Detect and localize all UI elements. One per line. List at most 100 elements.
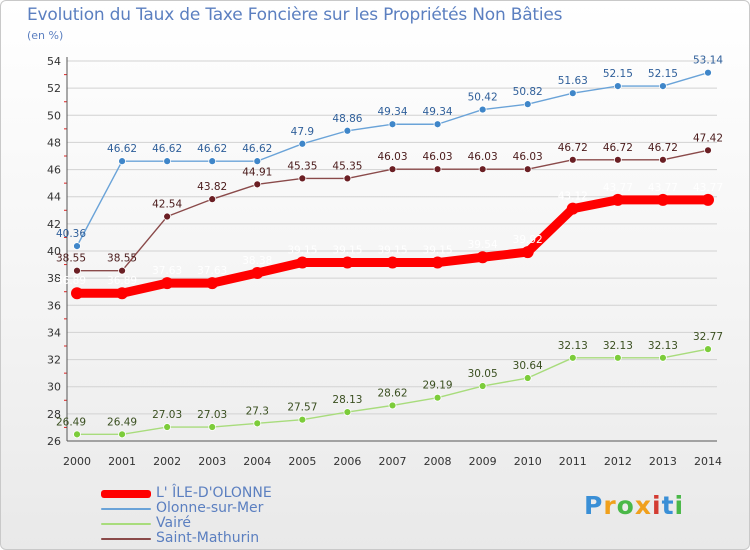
data-point — [431, 256, 444, 269]
data-label: 43.77 — [693, 182, 723, 194]
y-tick-label: 48 — [47, 136, 61, 149]
y-tick-label: 36 — [47, 299, 61, 312]
data-point — [341, 256, 354, 269]
data-label: 32.13 — [603, 340, 633, 352]
legend-swatch — [101, 523, 151, 525]
data-point — [613, 353, 622, 362]
data-point — [208, 195, 217, 204]
data-point — [704, 68, 712, 77]
data-label: 43.82 — [197, 181, 227, 193]
data-point — [118, 266, 126, 275]
data-point — [568, 353, 577, 362]
data-point — [118, 157, 126, 166]
x-tick-label: 2014 — [694, 455, 722, 468]
data-point — [433, 165, 442, 174]
data-label: 50.82 — [513, 86, 543, 98]
y-tick-label: 54 — [47, 55, 61, 68]
data-point — [478, 165, 487, 174]
brand-letter: o — [616, 491, 635, 520]
y-tick-label: 28 — [47, 408, 61, 421]
data-label: 52.15 — [648, 68, 678, 80]
data-label: 46.62 — [152, 143, 182, 155]
data-label: 46.62 — [107, 143, 137, 155]
y-tick-label: 52 — [47, 82, 61, 95]
legend-swatch — [101, 508, 151, 510]
data-label: 46.03 — [423, 151, 453, 163]
data-label: 46.03 — [513, 151, 543, 163]
data-point — [118, 430, 126, 439]
data-point — [163, 157, 172, 166]
y-tick-label: 40 — [47, 245, 61, 258]
x-tick-label: 2011 — [559, 455, 587, 468]
data-label: 46.03 — [468, 151, 498, 163]
data-point — [298, 415, 307, 424]
data-label: 37.63 — [152, 265, 182, 277]
data-point — [566, 202, 579, 215]
data-point — [568, 155, 577, 164]
x-tick-label: 2004 — [243, 455, 271, 468]
data-label: 47.42 — [693, 132, 723, 144]
data-point — [388, 165, 397, 174]
data-point — [251, 266, 264, 279]
legend-swatch — [101, 538, 151, 540]
data-label: 43.77 — [603, 182, 633, 194]
data-label: 27.03 — [152, 409, 182, 421]
data-label: 32.77 — [693, 331, 723, 343]
chart-subtitle: (en %) — [27, 29, 64, 42]
data-label: 27.03 — [197, 409, 227, 421]
data-label: 42.54 — [152, 199, 182, 211]
brand-letter: r — [603, 491, 617, 520]
data-label: 51.63 — [558, 75, 588, 87]
data-label: 48.86 — [332, 113, 362, 125]
data-label: 40.36 — [56, 228, 86, 240]
data-point — [298, 174, 307, 183]
data-label: 52.15 — [603, 68, 633, 80]
data-label: 37.63 — [197, 265, 227, 277]
data-point — [613, 82, 622, 91]
data-label: 39.15 — [287, 245, 317, 257]
data-label: 46.03 — [377, 151, 407, 163]
brand-letter: t — [661, 491, 675, 520]
data-label: 39.15 — [423, 245, 453, 257]
data-label: 38.38 — [242, 255, 272, 267]
data-label: 38.55 — [56, 253, 86, 265]
y-tick-label: 26 — [47, 435, 61, 448]
data-label: 50.42 — [468, 92, 498, 104]
data-label: 46.62 — [197, 143, 227, 155]
data-point — [388, 120, 397, 129]
y-tick-label: 30 — [47, 381, 61, 394]
data-point — [73, 266, 81, 275]
data-point — [433, 393, 442, 402]
data-label: 38.55 — [107, 253, 137, 265]
data-label: 28.13 — [332, 394, 362, 406]
data-point — [116, 287, 129, 300]
x-tick-label: 2008 — [424, 455, 452, 468]
y-tick-label: 32 — [47, 354, 61, 367]
data-label: 39.54 — [468, 239, 498, 251]
data-label: 46.62 — [242, 143, 272, 155]
data-point — [386, 256, 399, 269]
legend-label: Vairé — [156, 515, 192, 531]
data-point — [478, 105, 487, 114]
data-point — [343, 408, 352, 416]
data-point — [613, 155, 622, 164]
data-point — [253, 157, 262, 166]
data-label: 30.64 — [513, 360, 543, 372]
data-label: 36.89 — [107, 275, 137, 287]
chart-title: Evolution du Taux de Taxe Foncière sur l… — [27, 5, 563, 25]
y-tick-label: 34 — [47, 326, 61, 339]
data-point — [73, 430, 81, 439]
data-label: 47.9 — [291, 126, 314, 138]
y-tick-label: 46 — [47, 164, 61, 177]
data-point — [161, 277, 174, 290]
data-label: 29.19 — [423, 380, 453, 392]
data-point — [611, 193, 624, 206]
x-tick-label: 2010 — [514, 455, 542, 468]
data-label: 43.77 — [648, 182, 678, 194]
data-label: 53.14 — [693, 55, 723, 67]
data-point — [73, 242, 81, 251]
data-point — [704, 345, 712, 354]
y-tick-label: 44 — [47, 191, 61, 204]
x-tick-label: 2001 — [108, 455, 136, 468]
